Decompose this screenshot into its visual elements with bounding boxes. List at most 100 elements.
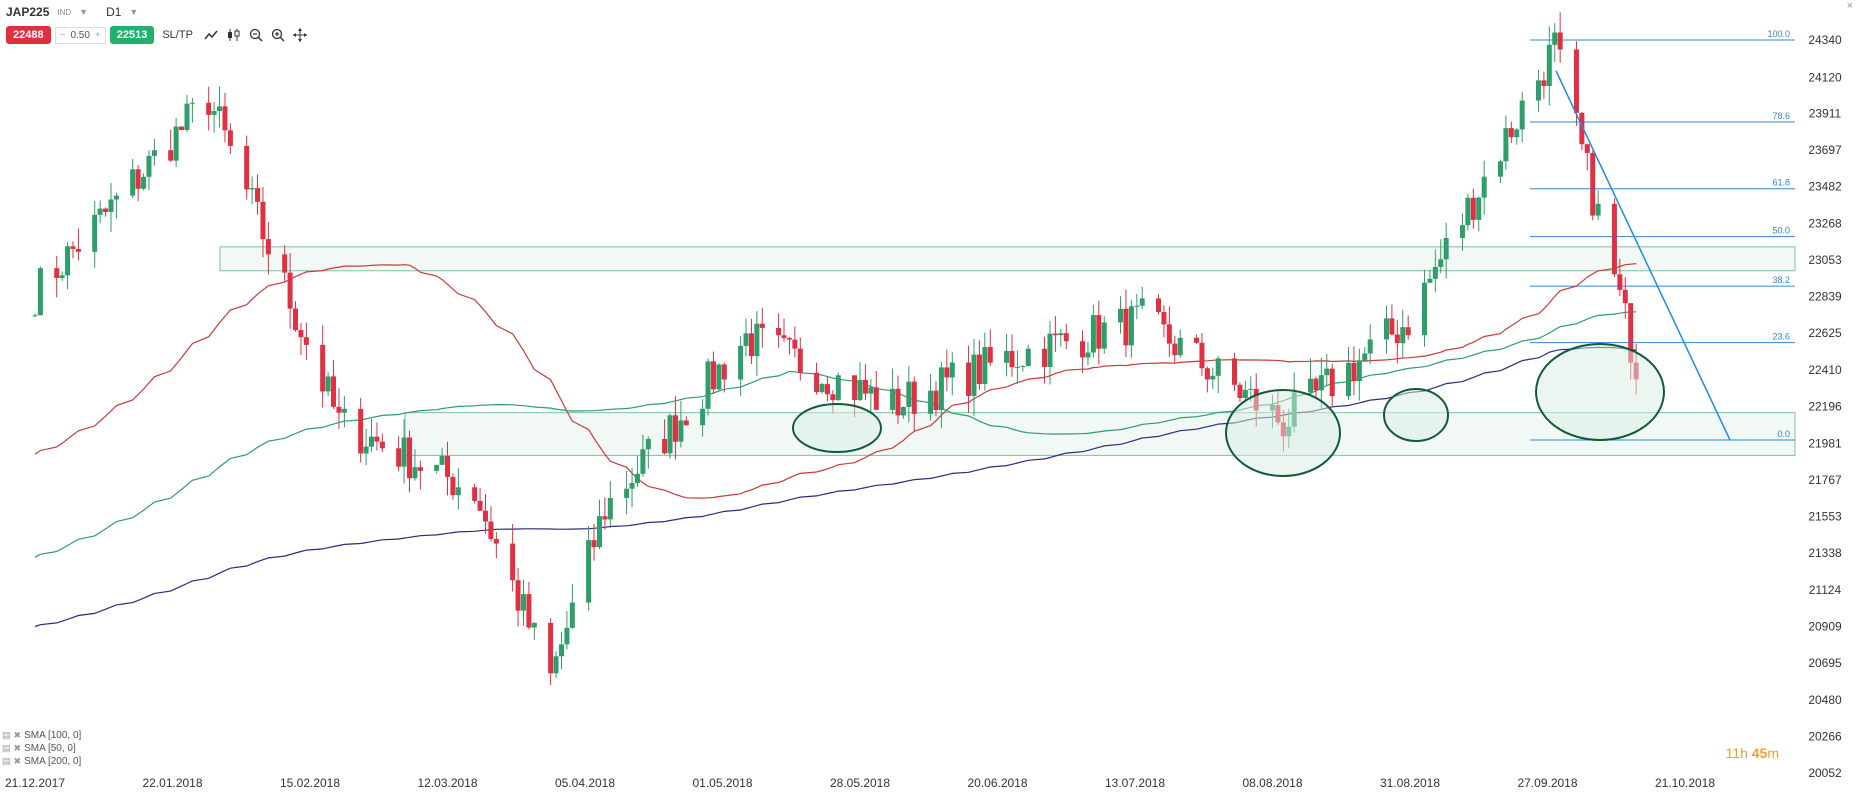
settings-icon[interactable]: ▤ (2, 756, 11, 766)
candle-bull (455, 487, 461, 496)
fib-label: 50.0 (1772, 226, 1790, 236)
x-tick-label: 20.06.2018 (967, 776, 1027, 790)
candle-bear (1590, 152, 1596, 216)
instrument-header: JAP225 IND ▼ D1 ▼ (6, 2, 138, 22)
buy-button[interactable]: 22513 (109, 26, 155, 44)
candle-bull (1047, 333, 1053, 367)
candle-bear (1166, 324, 1172, 344)
zoom-out-icon[interactable] (247, 26, 265, 44)
y-tick-label: 21338 (1808, 546, 1842, 560)
candle-bull (857, 379, 863, 401)
chevron-down-icon[interactable]: ▼ (129, 7, 139, 17)
candle-bear (976, 354, 982, 385)
candle-bear (526, 594, 532, 628)
candle-bull (173, 126, 179, 161)
candles-icon[interactable] (225, 26, 243, 44)
candle-bull (217, 106, 223, 112)
candle-bear (1080, 341, 1086, 358)
candle-bull (65, 246, 71, 276)
candle-bear (1389, 318, 1395, 335)
candle-bull (938, 367, 944, 411)
candle-bear (282, 254, 288, 273)
legend-sma200[interactable]: ▤ ✖ SMA [200, 0] (2, 756, 81, 767)
sltp-button[interactable]: SL/TP (162, 29, 193, 41)
zoom-in-icon[interactable] (269, 26, 287, 44)
candle-bull (520, 594, 526, 611)
candle-bear (515, 580, 521, 611)
candle-bear (260, 201, 266, 240)
settings-icon[interactable]: ▤ (2, 730, 11, 740)
candle-bull (130, 169, 136, 196)
candle-bear (759, 323, 765, 328)
close-icon[interactable]: × (1846, 0, 1853, 12)
candle-bull (37, 268, 43, 316)
candle-bull (835, 375, 841, 401)
remove-icon[interactable]: ✖ (13, 730, 22, 740)
candle-bull (1177, 337, 1183, 356)
candle-bull (1085, 352, 1091, 358)
candle-bear (1096, 315, 1102, 349)
legend-sma50[interactable]: ▤ ✖ SMA [50, 0] (2, 743, 76, 754)
candle-bull (645, 439, 651, 450)
candle-bear (1579, 112, 1585, 145)
candle-bear (591, 540, 597, 548)
candle-bear (1617, 274, 1623, 290)
remove-icon[interactable]: ✖ (13, 743, 22, 753)
candle-bear (54, 268, 60, 279)
candle-bull (1400, 327, 1406, 344)
candle-bull (1025, 348, 1031, 366)
legend-sma100[interactable]: ▤ ✖ SMA [100, 0] (2, 730, 81, 741)
candle-bear (227, 130, 233, 146)
candle-bull (1535, 80, 1541, 101)
remove-icon[interactable]: ✖ (13, 756, 22, 766)
line-chart-icon[interactable] (203, 26, 221, 44)
candle-bull (700, 408, 706, 426)
x-tick-label: 13.07.2018 (1105, 776, 1165, 790)
sma-line (34, 346, 1637, 628)
candle-bear (472, 487, 478, 501)
candle-bear (493, 539, 499, 544)
volume-stepper[interactable]: − 0.50 + (54, 26, 106, 44)
candle-bull (1118, 308, 1124, 323)
highlight-ellipses (792, 343, 1665, 477)
highlight-ellipse (1535, 343, 1665, 441)
candle-bull (1101, 322, 1107, 349)
candle-bear (1622, 289, 1628, 304)
y-tick-label: 22625 (1808, 326, 1842, 340)
legend-label: SMA [50, 0] (24, 743, 76, 754)
candle-bull (564, 627, 570, 645)
x-tick-label: 05.04.2018 (555, 776, 615, 790)
candle-bear (379, 441, 385, 449)
volume-value[interactable]: 0.50 (70, 29, 90, 41)
candle-timer: 11h 45m (1726, 745, 1779, 761)
candle-bull (1128, 306, 1134, 346)
plus-button[interactable]: + (94, 29, 101, 41)
candle-bull (1134, 305, 1140, 307)
settings-icon[interactable]: ▤ (2, 743, 11, 753)
sell-button[interactable]: 22488 (6, 26, 51, 44)
x-tick-label: 22.01.2018 (142, 776, 202, 790)
candle-bull (705, 361, 711, 409)
candle-bull (868, 387, 874, 394)
minus-button[interactable]: − (59, 29, 66, 41)
symbol-label[interactable]: JAP225 (6, 5, 50, 19)
candle-bear (1405, 327, 1411, 336)
candle-bear (1351, 362, 1357, 382)
candle-bull (1427, 278, 1433, 283)
fib-label: 0.0 (1777, 429, 1790, 439)
candle-bear (1161, 311, 1167, 325)
candle-bear (70, 246, 76, 249)
candle-bear (944, 367, 950, 378)
candle-bear (776, 327, 782, 336)
chevron-down-icon[interactable]: ▼ (79, 7, 89, 17)
crosshair-icon[interactable] (291, 26, 309, 44)
timeframe-label[interactable]: D1 (106, 5, 122, 19)
candle-bull (401, 437, 407, 467)
candle-bear (710, 361, 716, 390)
y-tick-label: 23482 (1808, 180, 1842, 194)
candle-bull (1367, 339, 1373, 354)
candle-bull (1210, 375, 1216, 380)
candle-bull (369, 436, 375, 447)
candle-bear (1156, 298, 1162, 312)
